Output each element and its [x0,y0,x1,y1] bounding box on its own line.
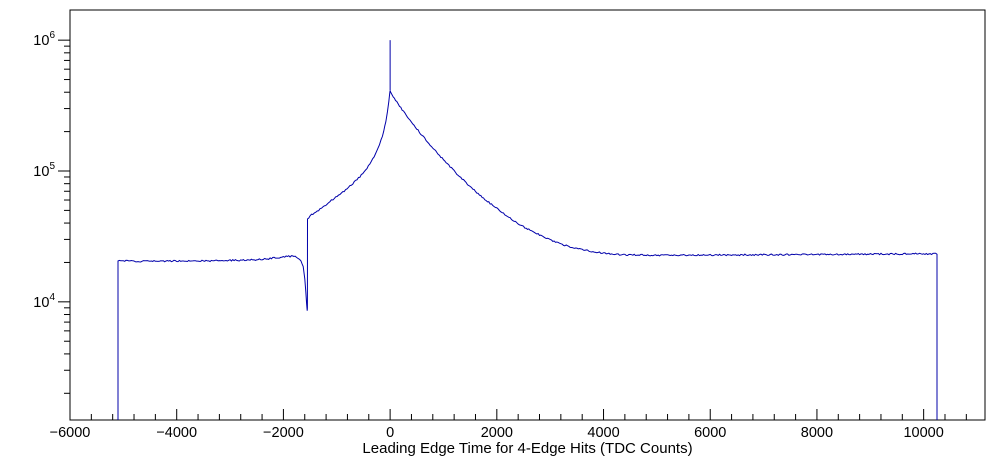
y-tick-label: 104 [33,292,55,311]
x-tick-label: 0 [386,425,394,441]
plot-frame [69,9,986,421]
histogram-line [117,90,938,420]
y-tick-label: 105 [33,161,55,180]
x-tick-label: 6000 [694,425,726,441]
x-tick-label: 2000 [481,425,513,441]
x-tick-label: 10000 [903,425,943,441]
x-tick-label: 8000 [801,425,833,441]
x-tick-label: −4000 [156,425,197,441]
x-tick-label: −6000 [50,425,91,441]
x-tick-label: 4000 [587,425,619,441]
x-tick-label: −2000 [263,425,304,441]
y-tick-label: 106 [33,30,55,49]
x-axis-title: Leading Edge Time for 4-Edge Hits (TDC C… [362,440,693,457]
